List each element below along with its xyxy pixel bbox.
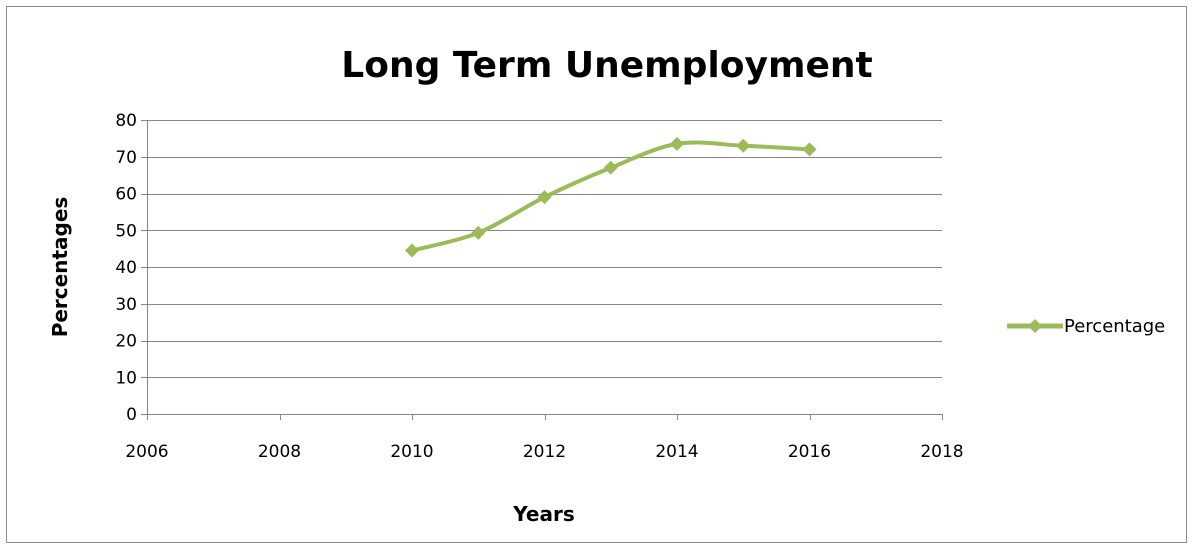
y-tick-label: 30 <box>115 295 137 315</box>
x-tick-label: 2018 <box>920 442 963 462</box>
y-axis-ticks: 0 10 20 30 40 50 60 70 80 <box>115 111 147 425</box>
legend: Percentage <box>1007 316 1165 337</box>
data-point <box>405 243 419 258</box>
y-tick-label: 70 <box>115 148 137 168</box>
y-tick-label: 60 <box>115 185 137 205</box>
chart-title: Long Term Unemployment <box>341 45 872 86</box>
x-tick-label: 2008 <box>258 442 301 462</box>
y-tick-label: 0 <box>126 405 137 425</box>
y-tick-label: 20 <box>115 332 137 352</box>
y-tick-label: 10 <box>115 368 137 388</box>
axes <box>147 120 942 420</box>
y-tick-label: 50 <box>115 221 137 241</box>
data-series <box>405 136 817 258</box>
x-tick-label: 2014 <box>655 442 698 462</box>
data-point <box>471 225 486 240</box>
data-point <box>670 136 684 151</box>
data-point <box>802 142 817 157</box>
y-tick-label: 40 <box>115 258 137 278</box>
legend-marker <box>1028 319 1042 333</box>
x-axis-ticks: 2006 2008 2010 2012 2014 2016 2018 <box>125 414 964 462</box>
series-line <box>410 140 812 253</box>
x-tick-label: 2006 <box>125 442 168 462</box>
y-axis-title: Percentages <box>48 197 72 338</box>
x-tick-label: 2010 <box>390 442 433 462</box>
data-point <box>537 190 552 205</box>
data-point <box>736 138 751 153</box>
x-tick-label: 2016 <box>788 442 831 462</box>
legend-label: Percentage <box>1064 316 1165 337</box>
gridlines <box>147 120 942 378</box>
data-point <box>603 160 618 175</box>
x-axis-title: Years <box>512 502 574 526</box>
x-tick-label: 2012 <box>523 442 566 462</box>
y-tick-label: 80 <box>115 111 137 131</box>
chart-frame <box>6 6 1187 543</box>
